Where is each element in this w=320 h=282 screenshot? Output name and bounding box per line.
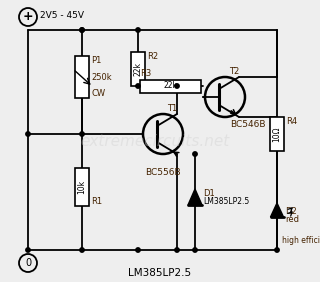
Circle shape <box>175 248 179 252</box>
Bar <box>131 52 145 86</box>
Bar <box>140 80 201 92</box>
Text: 10k: 10k <box>77 180 86 194</box>
Bar <box>75 56 89 98</box>
Text: R2: R2 <box>147 52 158 61</box>
Bar <box>270 117 284 151</box>
Text: T2: T2 <box>229 67 239 76</box>
Circle shape <box>193 152 197 156</box>
Text: high efficiency: high efficiency <box>282 236 320 245</box>
Circle shape <box>275 248 279 252</box>
Circle shape <box>80 248 84 252</box>
Circle shape <box>80 28 84 32</box>
Text: 250k: 250k <box>91 72 112 81</box>
Text: R1: R1 <box>91 197 102 206</box>
Circle shape <box>26 132 30 136</box>
Text: D1: D1 <box>203 188 215 197</box>
Circle shape <box>80 28 84 32</box>
Bar <box>75 168 89 206</box>
Circle shape <box>136 84 140 88</box>
Polygon shape <box>270 203 284 217</box>
Text: P1: P1 <box>91 56 101 65</box>
Circle shape <box>175 84 179 88</box>
Circle shape <box>136 28 140 32</box>
Text: extremecircuits.net: extremecircuits.net <box>80 135 230 149</box>
Circle shape <box>193 248 197 252</box>
Text: BC556B: BC556B <box>145 168 181 177</box>
Circle shape <box>26 248 30 252</box>
Text: R4: R4 <box>286 117 297 126</box>
Text: +: + <box>23 10 33 23</box>
Polygon shape <box>188 189 202 205</box>
Text: 0: 0 <box>25 258 31 268</box>
Text: LM385LP2.5: LM385LP2.5 <box>128 268 192 278</box>
Circle shape <box>80 132 84 136</box>
Text: 22k: 22k <box>133 62 142 76</box>
Text: CW: CW <box>91 89 105 98</box>
Text: BC546B: BC546B <box>230 120 266 129</box>
Circle shape <box>136 248 140 252</box>
Text: 10Ω: 10Ω <box>273 126 282 142</box>
Text: R3: R3 <box>140 69 151 78</box>
Text: D2: D2 <box>285 208 297 217</box>
Text: T1: T1 <box>167 104 177 113</box>
Text: 2V5 - 45V: 2V5 - 45V <box>40 10 84 19</box>
Text: red: red <box>285 215 299 224</box>
Text: 22k: 22k <box>164 81 178 91</box>
Text: LM385LP2.5: LM385LP2.5 <box>203 197 249 206</box>
